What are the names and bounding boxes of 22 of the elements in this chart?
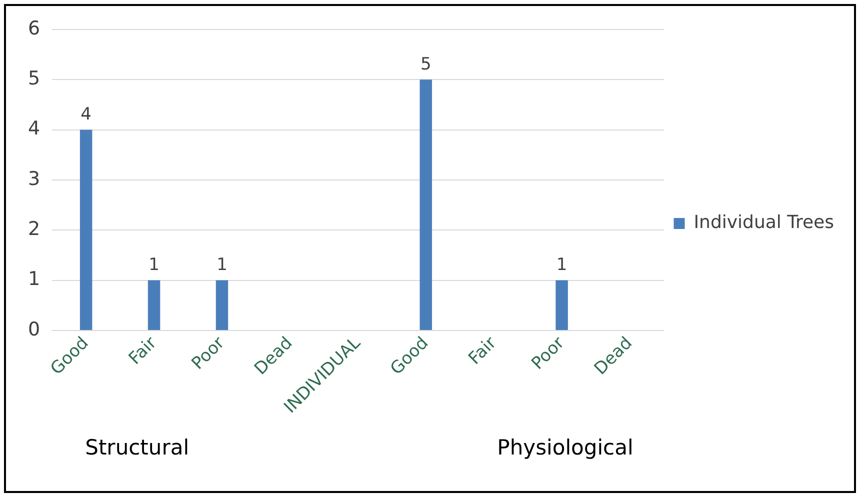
text: Structural — [85, 435, 190, 460]
bar — [420, 80, 432, 330]
y-tick-label: 6 — [28, 17, 40, 40]
data-label: 4 — [80, 104, 92, 125]
bar — [216, 280, 228, 330]
y-tick-label: 5 — [28, 68, 40, 90]
y-tick-label: 1 — [28, 268, 40, 290]
y-tick-label: 2 — [28, 218, 40, 240]
bar — [556, 280, 568, 330]
x-tick-label: Fair — [125, 333, 161, 369]
bar — [148, 280, 160, 330]
data-label: 1 — [556, 255, 568, 276]
legend-label: Individual Trees — [694, 212, 834, 234]
data-label: 5 — [420, 54, 432, 75]
x-tick-label: Fair — [464, 333, 500, 369]
bar — [80, 130, 92, 330]
data-label: 1 — [148, 255, 160, 276]
y-tick-label: 3 — [28, 168, 40, 190]
y-tick-label: 4 — [28, 118, 40, 140]
y-tick-label: 0 — [28, 318, 40, 340]
data-label: 1 — [216, 255, 228, 276]
text: Physiological — [497, 435, 634, 460]
